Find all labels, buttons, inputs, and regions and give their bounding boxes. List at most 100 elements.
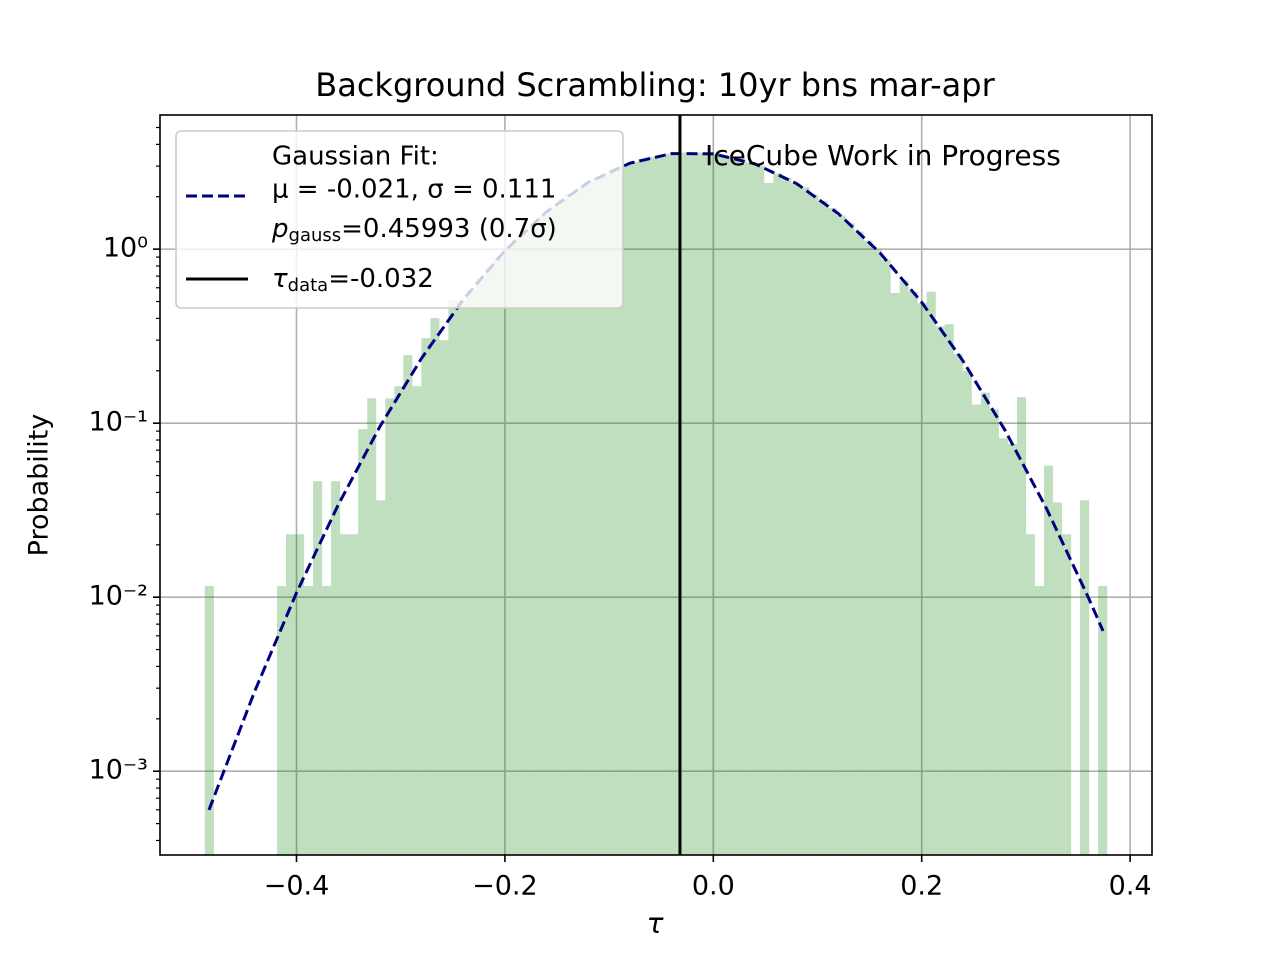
histogram-bar bbox=[782, 178, 792, 856]
histogram-bar bbox=[755, 165, 765, 856]
histogram-bar bbox=[926, 291, 936, 855]
histogram-bar bbox=[971, 404, 981, 855]
y-tick-label: 10⁰ bbox=[103, 233, 148, 264]
histogram-bar bbox=[944, 324, 954, 856]
histogram-bar bbox=[511, 239, 521, 856]
histogram-bar bbox=[331, 481, 341, 855]
histogram-bar bbox=[1026, 534, 1035, 855]
histogram-bar bbox=[854, 231, 864, 855]
histogram-bar bbox=[583, 182, 593, 856]
histogram-bar bbox=[204, 585, 214, 855]
legend-label-subscript: data bbox=[288, 275, 329, 296]
histogram-bar bbox=[547, 207, 557, 855]
histogram-bar bbox=[701, 152, 711, 856]
histogram-bar bbox=[989, 409, 999, 855]
legend-label-text: =-0.032 bbox=[328, 264, 434, 294]
histogram-bar bbox=[737, 159, 747, 856]
histogram-bar bbox=[980, 392, 990, 855]
histogram-bar bbox=[592, 177, 602, 856]
histogram-bar bbox=[836, 215, 846, 855]
histogram-bar bbox=[466, 290, 476, 855]
histogram-bar bbox=[665, 153, 675, 856]
histogram-bar bbox=[565, 193, 575, 855]
histogram-bar bbox=[574, 187, 584, 855]
histogram-bar bbox=[872, 249, 882, 855]
histogram-bar bbox=[998, 438, 1008, 855]
histogram-bar bbox=[728, 157, 738, 855]
histogram-bar bbox=[277, 585, 286, 855]
histogram-bar bbox=[899, 280, 909, 855]
histogram-bar bbox=[475, 278, 485, 856]
histogram-bar bbox=[448, 300, 458, 855]
histogram-bar bbox=[394, 386, 404, 855]
histogram-bar bbox=[764, 182, 774, 856]
histogram-bar bbox=[800, 187, 810, 855]
histogram-bar bbox=[538, 214, 548, 855]
histogram-bar bbox=[601, 172, 611, 856]
histogram-bar bbox=[1062, 534, 1072, 855]
histogram-bar bbox=[385, 398, 395, 855]
histogram-bar bbox=[439, 340, 449, 855]
legend-label-symbol: τ bbox=[272, 264, 288, 294]
x-tick-label: −0.4 bbox=[264, 871, 330, 902]
histogram-bar bbox=[908, 291, 918, 855]
histogram-bar bbox=[917, 303, 927, 855]
y-tick-label: 10⁻¹ bbox=[89, 407, 148, 438]
histogram-bar bbox=[493, 257, 503, 855]
histogram-bar bbox=[313, 481, 323, 855]
fit-line bbox=[207, 152, 1105, 811]
histogram-bar bbox=[412, 386, 422, 855]
x-tick-label: −0.2 bbox=[472, 871, 538, 902]
histogram-bar bbox=[628, 161, 638, 856]
histogram-bar bbox=[484, 267, 494, 855]
histogram-bar bbox=[692, 152, 702, 856]
histogram-bar bbox=[719, 155, 729, 855]
histogram-bar bbox=[953, 353, 963, 855]
histogram-bar bbox=[881, 259, 891, 855]
histogram-bar bbox=[935, 326, 945, 855]
annotation: IceCube Work in Progress bbox=[705, 139, 1061, 172]
histogram-bar bbox=[710, 154, 720, 856]
histogram-bar bbox=[791, 183, 801, 856]
histogram-bar bbox=[376, 500, 386, 855]
histogram-bar bbox=[502, 248, 512, 855]
histogram-bar bbox=[430, 318, 440, 855]
histogram-bar bbox=[610, 168, 620, 856]
histogram-bar bbox=[962, 370, 972, 855]
legend-box bbox=[175, 130, 624, 309]
histogram-bar bbox=[304, 585, 314, 855]
legend-label: τdata=-0.032 bbox=[272, 264, 434, 297]
y-axis-label: Probability bbox=[24, 414, 55, 557]
histogram-bar bbox=[367, 398, 377, 855]
x-axis-label: τ bbox=[647, 907, 664, 940]
y-tick-label: 10⁻³ bbox=[89, 755, 148, 786]
histogram-bar bbox=[403, 355, 413, 855]
histogram-bar bbox=[340, 534, 350, 855]
histogram-bar bbox=[746, 162, 756, 855]
histogram-bar bbox=[520, 230, 530, 855]
histogram-bar bbox=[1007, 443, 1017, 855]
legend-label: μ = -0.021, σ = 0.111 bbox=[272, 175, 556, 205]
histogram-bar bbox=[683, 152, 693, 856]
histogram-bar bbox=[358, 429, 368, 855]
histogram-bar bbox=[349, 534, 359, 855]
histogram-bar bbox=[421, 338, 431, 855]
histogram-bar bbox=[529, 222, 539, 856]
histogram-bar bbox=[809, 194, 819, 856]
histogram-bar bbox=[322, 585, 332, 855]
legend-label-subscript: gauss bbox=[289, 225, 342, 246]
histogram-bar bbox=[773, 173, 783, 855]
legend-label-text: =0.45993 (0.7σ) bbox=[341, 214, 557, 244]
histogram-bar bbox=[1044, 465, 1054, 855]
histogram-bar bbox=[556, 200, 566, 855]
histogram-bar bbox=[295, 534, 305, 855]
histogram-bar bbox=[637, 159, 647, 855]
x-tick-label: 0.2 bbox=[900, 871, 943, 902]
histogram-bar bbox=[863, 240, 873, 855]
histogram-bar bbox=[646, 156, 656, 855]
histogram-bar bbox=[285, 534, 296, 855]
histogram-bar bbox=[619, 165, 629, 855]
histogram-bar bbox=[1098, 585, 1108, 855]
